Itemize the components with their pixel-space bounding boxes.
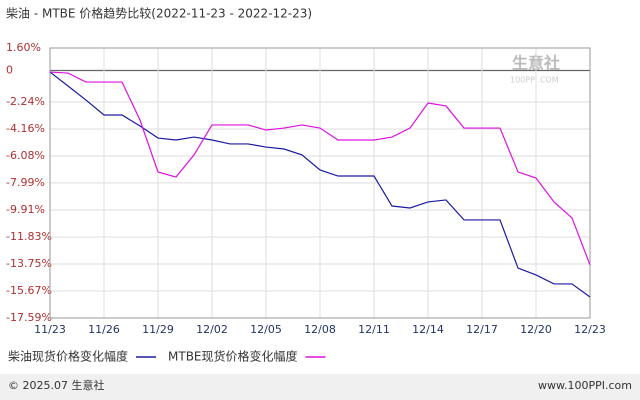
y-tick-label: 0	[6, 64, 13, 77]
x-tick-label: 11/23	[34, 323, 66, 336]
y-tick-label: -6.08%	[6, 149, 45, 162]
series-line	[49, 71, 591, 266]
y-tick-label: -15.67%	[6, 284, 52, 297]
chart-title: 柴油 - MTBE 价格趋势比较(2022-11-23 - 2022-12-23…	[6, 6, 312, 21]
x-tick-label: 12/08	[304, 323, 336, 336]
y-tick-label: -11.83%	[6, 230, 52, 243]
footer-right: www.100PPI.com	[538, 379, 632, 392]
y-tick-label: -4.16%	[6, 122, 45, 135]
x-tick-label: 12/05	[250, 323, 282, 336]
legend-label: 柴油现货价格变化幅度	[8, 349, 128, 364]
legend-label: MTBE现货价格变化幅度	[168, 349, 298, 364]
x-tick-label: 12/14	[412, 323, 444, 336]
y-tick-label: -7.99%	[6, 176, 45, 189]
y-tick-label: -2.24%	[6, 95, 45, 108]
y-tick-label: -9.91%	[6, 203, 45, 216]
x-tick-label: 12/23	[574, 323, 606, 336]
watermark-sub: 100PPI.COM	[510, 76, 559, 85]
plot-border	[49, 47, 591, 319]
x-tick-label: 12/17	[466, 323, 498, 336]
x-tick-label: 12/11	[358, 323, 390, 336]
x-tick-label: 12/20	[520, 323, 552, 336]
footer-left: © 2025.07 生意社	[8, 378, 104, 392]
x-tick-label: 11/29	[142, 323, 174, 336]
y-tick-label: -13.75%	[6, 257, 52, 270]
y-tick-label: 1.60%	[6, 41, 41, 54]
x-tick-label: 11/26	[88, 323, 120, 336]
series-line	[49, 71, 591, 298]
x-tick-label: 12/02	[196, 323, 228, 336]
footer-bar	[0, 374, 640, 400]
y-tick-label: -17.59%	[6, 311, 52, 324]
